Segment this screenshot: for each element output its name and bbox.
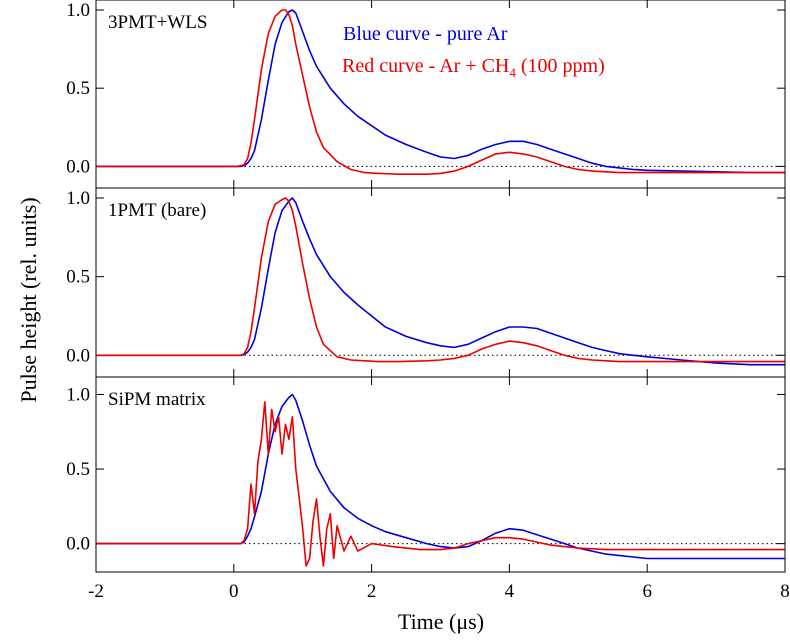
- x-tick-label: -2: [88, 581, 104, 602]
- x-tick-label: 4: [505, 581, 515, 602]
- panel-label: 3PMT+WLS: [108, 12, 207, 33]
- legend-red-tail: (100 ppm): [516, 55, 605, 77]
- panel-label: SiPM matrix: [108, 389, 206, 410]
- red-curve: [96, 197, 785, 363]
- legend-red-main: Red curve - Ar + CH: [342, 55, 509, 77]
- legend-red-sub: 4: [509, 65, 516, 80]
- x-axis: -2 0 2 4 6 8: [88, 581, 790, 602]
- y-tick-label: 1.0: [66, 384, 90, 405]
- y-tick-label: 1.0: [66, 188, 90, 209]
- y-tick-label: 0.0: [66, 345, 90, 366]
- y-tick-label: 0.0: [66, 156, 90, 177]
- y-tick-label: 0.5: [66, 78, 90, 99]
- x-axis-title: Time (μs): [398, 609, 484, 634]
- y-tick-label: 0.5: [66, 459, 90, 480]
- legend-red-text: Red curve - Ar + CH4 (100 ppm): [342, 55, 605, 80]
- panel-label: 1PMT (bare): [108, 200, 206, 221]
- red-curve: [96, 401, 785, 567]
- panel-3: 0.0 0.5 1.0 SiPM matrix: [66, 376, 786, 573]
- legend: Blue curve - pure Ar Red curve - Ar + CH…: [342, 23, 605, 80]
- legend-blue-text: Blue curve - pure Ar: [343, 23, 508, 45]
- panel-1: 0.0 0.5 1.0 3PMT+WLS: [66, 0, 786, 189]
- y-tick-label: 0.0: [66, 534, 90, 555]
- y-axis-title: Pulse height (rel. units): [16, 197, 41, 402]
- blue-curve: [96, 393, 785, 560]
- x-tick-label: 8: [780, 581, 790, 602]
- red-curve: [96, 9, 785, 175]
- x-tick-label: 2: [367, 581, 377, 602]
- y-tick-label: 0.5: [66, 267, 90, 288]
- panel-2: 0.0 0.5 1.0 1PMT (bare): [66, 187, 786, 378]
- blue-curve: [96, 9, 785, 174]
- x-tick-label: 0: [229, 581, 239, 602]
- x-tick-label: 6: [642, 581, 652, 602]
- panel-frame: [95, 376, 786, 573]
- y-tick-label: 1.0: [66, 0, 90, 21]
- blue-curve: [96, 197, 785, 366]
